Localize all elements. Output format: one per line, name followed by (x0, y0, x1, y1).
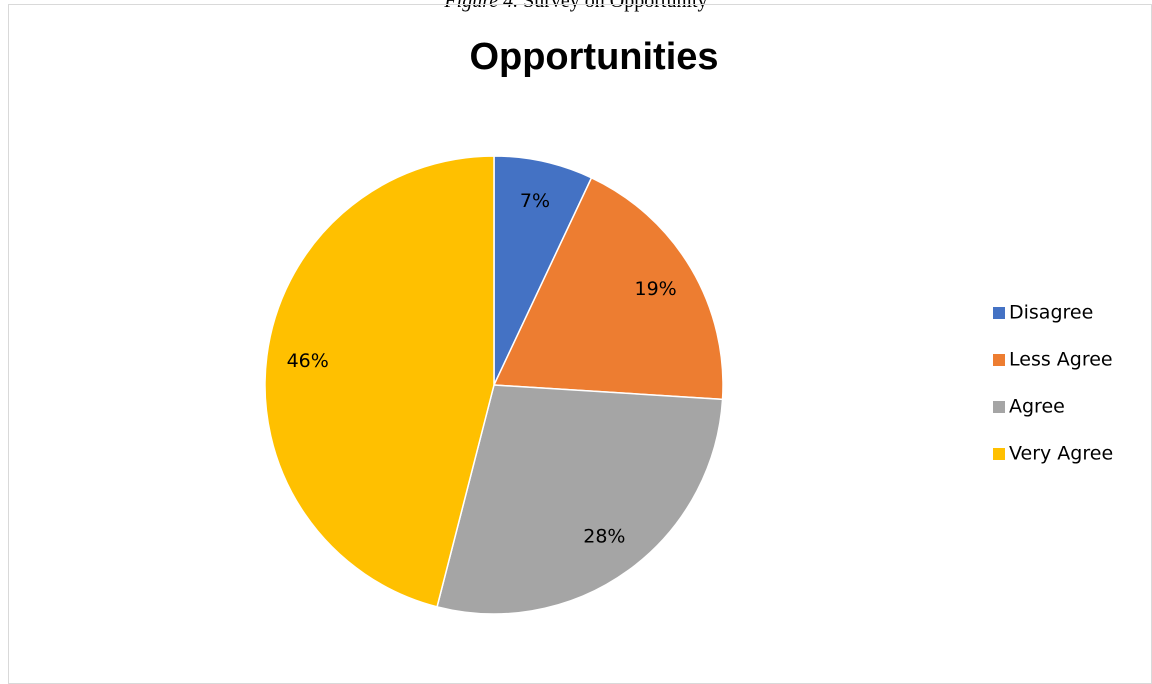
legend-label-less-agree: Less Agree (1009, 349, 1113, 371)
pie-slices (264, 155, 724, 615)
legend-label-agree: Agree (1009, 396, 1065, 418)
pie-slice-labels: 7% 19% 28% 46% (287, 190, 677, 547)
slice-label-disagree: 7% (520, 190, 550, 212)
slice-label-very-agree: 46% (287, 350, 329, 372)
chart-title: Opportunities (469, 36, 719, 78)
legend-label-disagree: Disagree (1009, 302, 1093, 324)
figure-label: Figure 4. (444, 0, 519, 12)
legend-swatch-less-agree (993, 354, 1005, 366)
pie-slice-less-agree (492, 176, 724, 401)
figure-caption: Figure 4. Survey on Opportunity (0, 0, 1152, 11)
legend-swatch-agree (993, 401, 1005, 413)
legend-label-very-agree: Very Agree (1009, 443, 1113, 465)
legend-swatch-very-agree (993, 448, 1005, 460)
legend: Disagree Less Agree Agree Very Agree (993, 302, 1113, 465)
slice-label-agree: 28% (583, 525, 625, 547)
slice-label-less-agree: 19% (635, 278, 677, 300)
pie-slice-very-agree (264, 155, 495, 608)
figure-caption-text: Survey on Opportunity (523, 0, 708, 12)
pie-slice-agree (436, 384, 724, 615)
legend-swatch-disagree (993, 307, 1005, 319)
